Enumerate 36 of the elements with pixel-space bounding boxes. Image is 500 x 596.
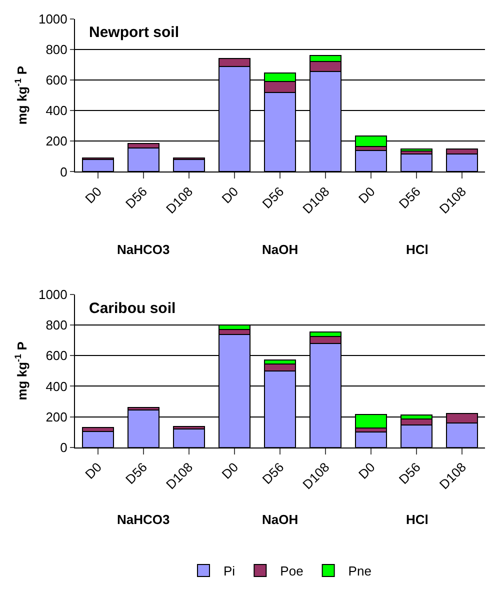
- legend-label: Pi: [224, 564, 236, 579]
- x-tick-label: D0: [355, 184, 378, 206]
- y-tick-label: 1000: [38, 11, 68, 26]
- bar: [400, 148, 433, 152]
- y-tick-label: 1000: [38, 287, 68, 302]
- text: NaHCO3: [117, 242, 170, 257]
- text: NaHCO3: [117, 512, 170, 527]
- y-tick-label: 600: [46, 348, 68, 364]
- legend-label: Poe: [280, 564, 304, 579]
- x-tick-label: D0: [218, 184, 242, 206]
- legend-label: Pne: [348, 564, 372, 579]
- x-tick-label: D56: [259, 184, 287, 212]
- x-tick-label: D56: [259, 460, 287, 488]
- text: NaOH: [262, 242, 298, 257]
- x-tick-label: D0: [218, 460, 242, 482]
- x-tick-label: D0: [355, 460, 378, 482]
- x-tick-label: D56: [396, 460, 424, 488]
- x-tick-label: D0: [82, 460, 104, 482]
- x-tick-label: D56: [122, 184, 150, 212]
- text: HCl: [406, 242, 428, 257]
- chart-title: Caribou soil: [89, 300, 176, 317]
- y-tick-label: 0: [60, 440, 68, 455]
- chart-title: Newport soil: [89, 24, 180, 41]
- text: NaOH: [262, 512, 298, 527]
- y-tick-label: 0: [60, 164, 68, 180]
- y-tick-label: 800: [46, 42, 68, 58]
- y-tick-label: 200: [46, 409, 68, 424]
- y-tick-label: 600: [46, 72, 68, 88]
- y-tick-label: 400: [46, 378, 68, 394]
- x-tick-label: D56: [122, 460, 150, 488]
- text: HCl: [406, 512, 428, 527]
- x-tick-label: D56: [396, 184, 424, 212]
- y-tick-label: 200: [46, 134, 68, 149]
- x-tick-label: D0: [82, 184, 104, 206]
- y-tick-label: 800: [46, 318, 68, 333]
- y-tick-label: 400: [46, 103, 68, 118]
